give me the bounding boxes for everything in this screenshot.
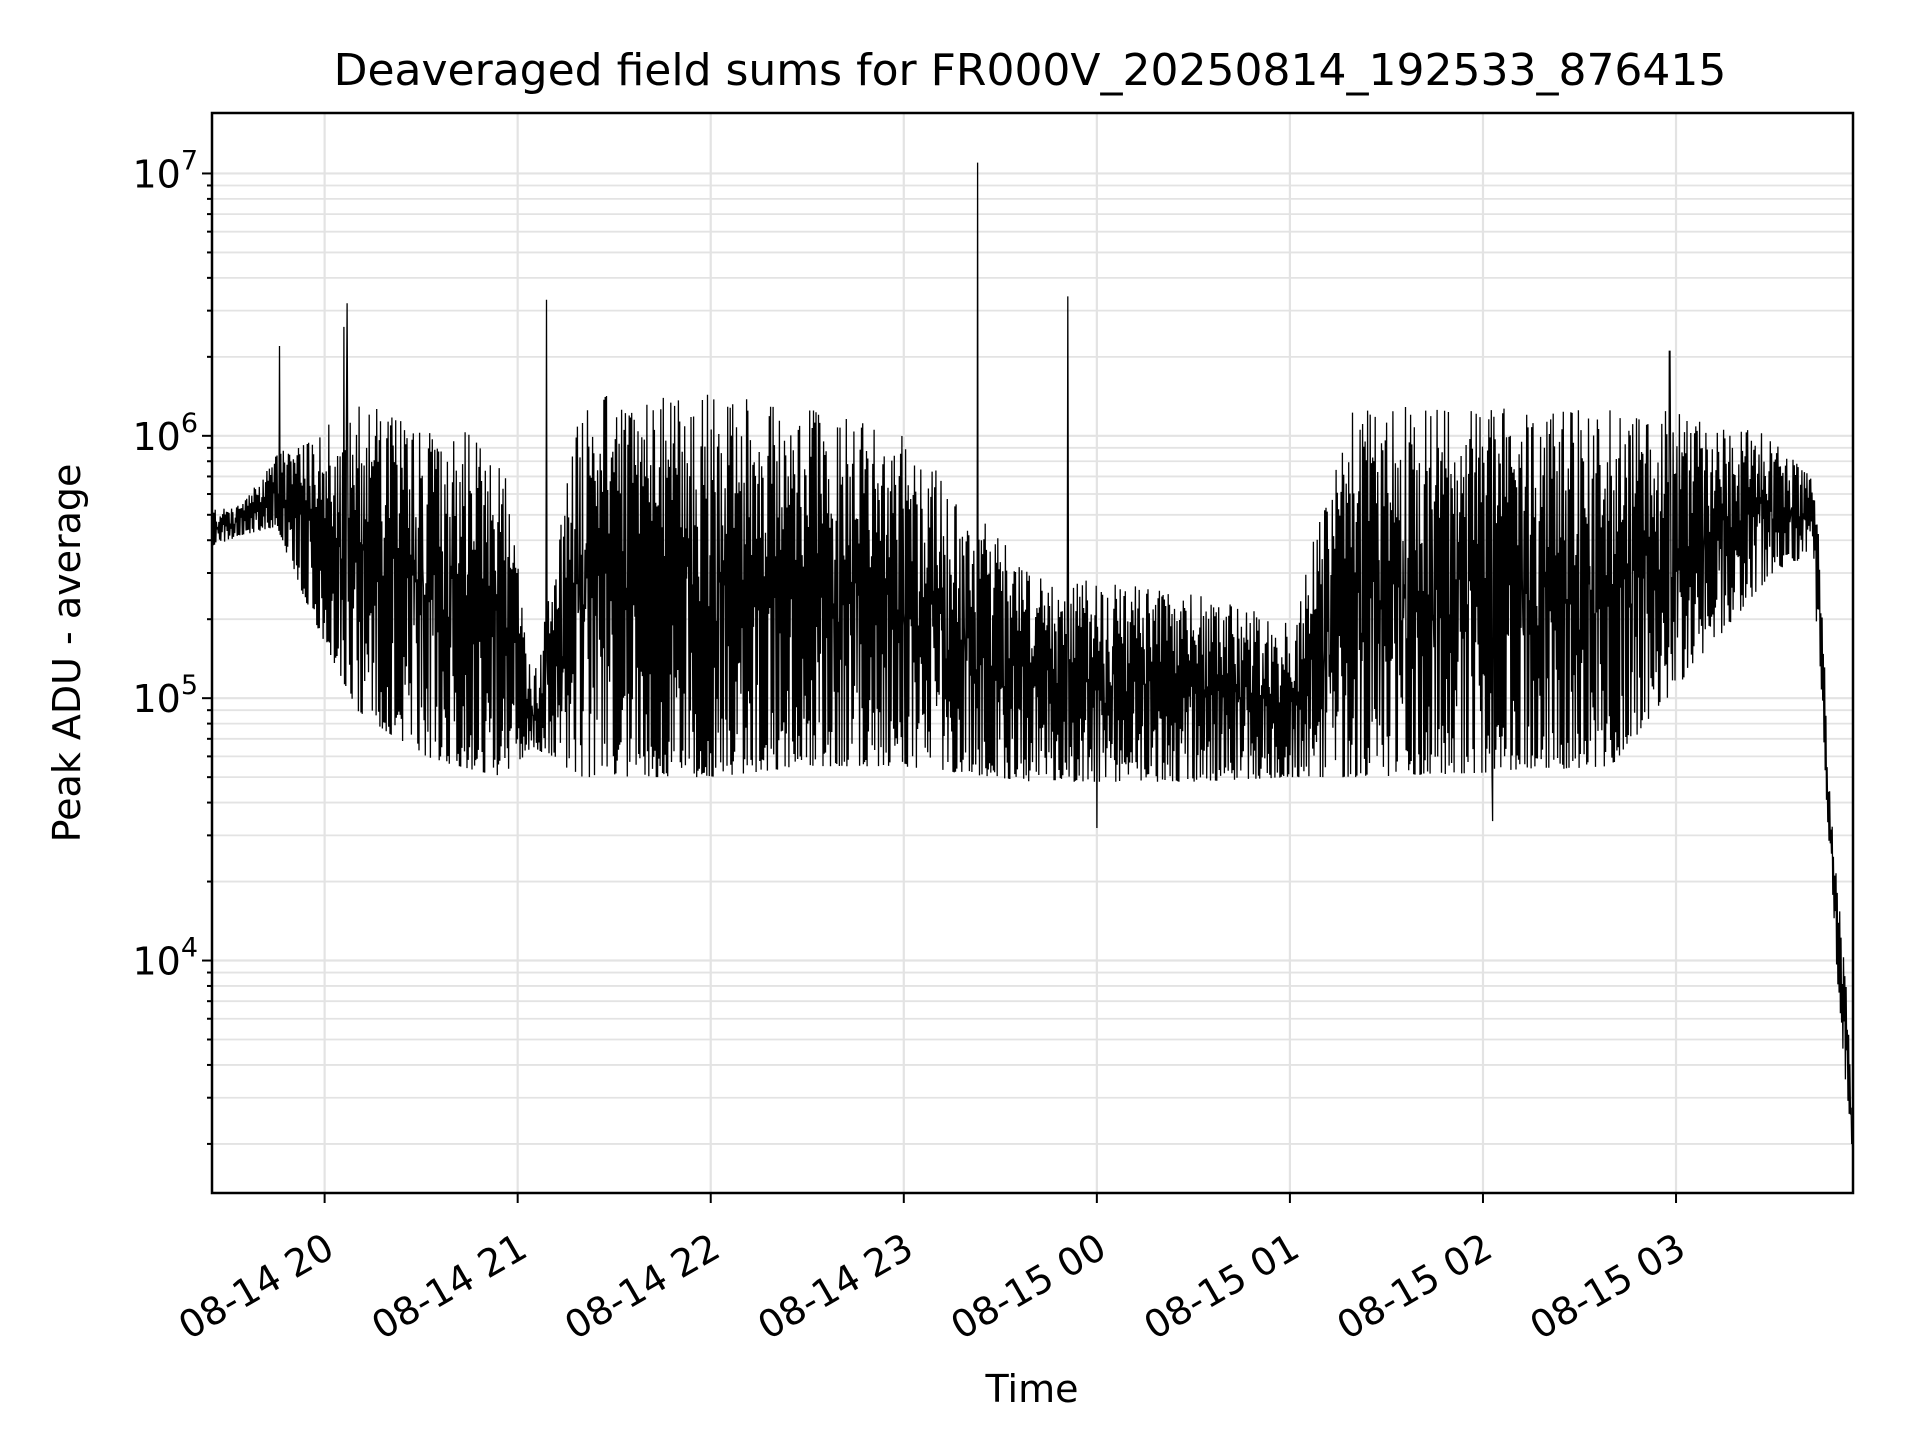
y-axis-label: Peak ADU - average — [45, 464, 89, 843]
y-tick-label: 104 — [132, 933, 198, 984]
series-line — [211, 162, 1854, 1167]
grid — [212, 113, 1853, 1193]
data-series — [211, 162, 1854, 1167]
y-tick-label: 105 — [132, 670, 198, 721]
chart-title: Deaveraged field sums for FR000V_2025081… — [334, 45, 1727, 96]
x-axis-label: Time — [985, 1367, 1079, 1411]
y-tick-label: 107 — [132, 145, 198, 196]
y-tick-label: 106 — [132, 408, 198, 459]
plot-frame — [210, 111, 1855, 1195]
y-axis: 104 105 106 107 — [132, 145, 212, 1145]
